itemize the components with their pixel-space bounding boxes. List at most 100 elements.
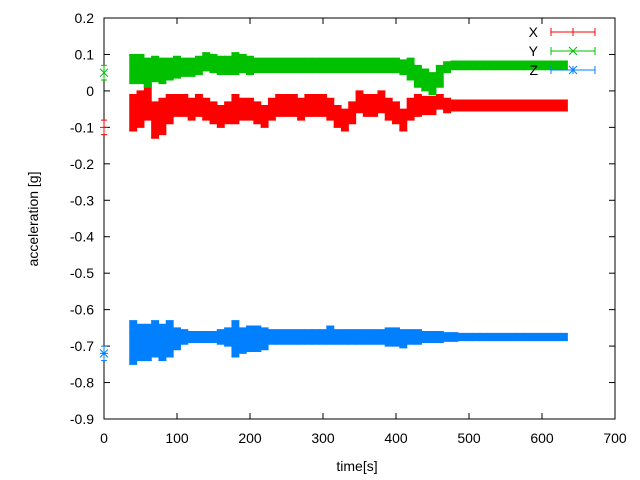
error-cap (406, 97, 415, 121)
data-point (99, 349, 109, 358)
error-bar (399, 109, 408, 132)
error-bar (362, 329, 371, 345)
error-cap (552, 99, 561, 112)
error-cap (333, 329, 342, 345)
error-bar (289, 94, 298, 117)
y-tick-label: -0.9 (70, 411, 94, 427)
error-cap (472, 60, 481, 71)
error-bar (450, 61, 459, 70)
error-bar (275, 329, 284, 345)
error-cap (435, 64, 444, 88)
error-cap (457, 332, 466, 342)
error-cap (494, 60, 503, 71)
error-bar (545, 333, 554, 341)
error-cap (267, 57, 276, 74)
error-cap (297, 329, 306, 345)
error-cap (530, 60, 539, 71)
error-cap (508, 332, 517, 342)
error-cap (224, 55, 233, 76)
error-bar (457, 333, 466, 341)
error-cap (421, 331, 430, 343)
error-bar (479, 333, 488, 341)
error-cap (392, 57, 400, 74)
error-cap (143, 323, 152, 362)
legend: XYZ (529, 24, 596, 78)
error-cap (348, 329, 357, 345)
error-bar (465, 61, 473, 70)
error-bar (151, 101, 160, 139)
error-cap (538, 99, 546, 112)
error-bar (348, 101, 357, 124)
error-cap (275, 94, 284, 117)
error-cap (523, 99, 532, 112)
error-bar (238, 54, 247, 73)
error-bar (180, 94, 189, 117)
error-bar (472, 100, 481, 111)
error-bar (377, 58, 386, 73)
error-bar (399, 329, 408, 348)
error-cap (545, 332, 554, 342)
error-cap (282, 94, 291, 117)
error-bar (319, 329, 327, 345)
y-tick-label: -0.8 (70, 375, 94, 391)
legend-marker (568, 65, 578, 75)
error-bar (413, 94, 422, 117)
error-bar (304, 329, 313, 345)
x-axis-label: time[s] (336, 458, 377, 474)
error-cap (136, 323, 145, 362)
error-cap (326, 97, 335, 121)
error-cap (486, 99, 495, 112)
error-cap (143, 57, 152, 88)
error-bar (311, 329, 320, 345)
legend-marker (568, 46, 578, 56)
error-cap (136, 53, 145, 85)
error-bar (289, 329, 298, 345)
error-cap (545, 99, 554, 112)
error-bar (377, 329, 386, 345)
error-cap (319, 94, 327, 117)
data-point (99, 68, 109, 78)
error-cap (355, 329, 364, 345)
error-bar (355, 329, 364, 345)
error-cap (180, 329, 189, 345)
error-bar (297, 98, 306, 121)
y-tick-label: 0.2 (75, 10, 95, 26)
error-cap (151, 101, 160, 139)
error-bar (530, 61, 539, 70)
error-cap (392, 101, 400, 125)
error-bar (530, 333, 539, 341)
error-cap (516, 60, 525, 71)
y-tick-label: -0.2 (70, 156, 94, 172)
error-bar (384, 98, 393, 121)
error-cap (435, 94, 444, 110)
error-bar (202, 52, 211, 71)
error-bar (457, 100, 466, 111)
error-cap (443, 97, 452, 114)
error-cap (486, 332, 495, 342)
series-Z (99, 320, 568, 365)
error-cap (479, 99, 488, 112)
error-bar (267, 98, 276, 121)
error-cap (333, 104, 342, 128)
error-cap (158, 323, 167, 362)
error-cap (450, 332, 459, 342)
error-bar (224, 327, 233, 347)
error-cap (413, 329, 422, 345)
error-cap (151, 55, 160, 83)
error-bar (508, 61, 517, 70)
error-cap (552, 332, 561, 342)
error-cap (392, 327, 400, 347)
error-bar (224, 56, 233, 75)
error-cap (297, 57, 306, 74)
error-bar (494, 333, 503, 341)
x-tick-label: 500 (457, 430, 481, 446)
error-cap (428, 331, 437, 343)
error-cap (275, 57, 284, 74)
error-cap (384, 327, 393, 347)
error-bar (530, 100, 539, 111)
error-bar (377, 90, 386, 113)
error-cap (224, 327, 233, 347)
error-bar (129, 94, 138, 132)
error-cap (304, 57, 313, 74)
error-bar (370, 94, 379, 117)
